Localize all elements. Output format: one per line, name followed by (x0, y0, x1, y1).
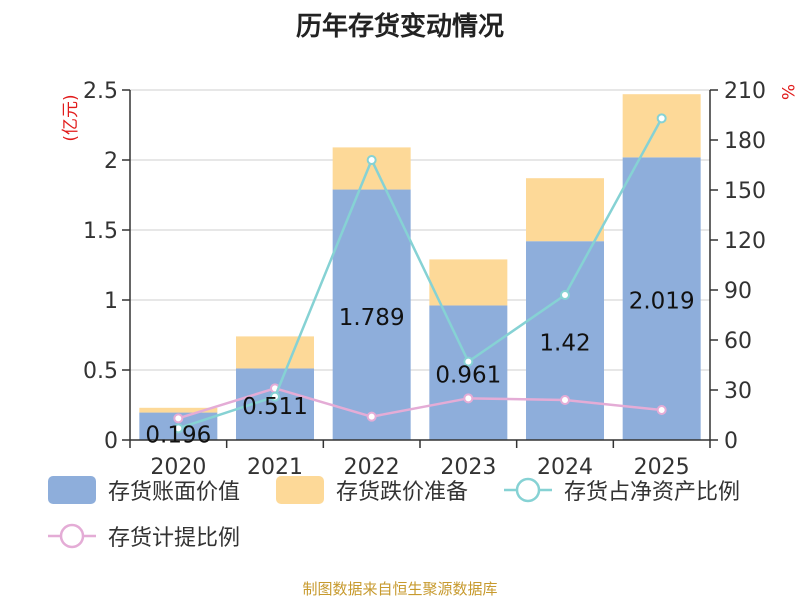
x-tick-label: 2022 (344, 455, 400, 480)
x-tick-label: 2023 (440, 455, 496, 480)
bar-impairment (622, 94, 701, 158)
x-tick-label: 2020 (150, 455, 206, 480)
provision-ratio-point (463, 393, 474, 404)
right-tick-label: 90 (724, 279, 752, 304)
left-axis-unit: (亿元) (61, 94, 81, 141)
data-label: 0.961 (435, 363, 501, 389)
bar-book-value (526, 241, 604, 440)
x-tick-label: 2021 (247, 455, 303, 480)
chart-title: 历年存货变动情况 (295, 12, 504, 42)
provision-ratio-point (560, 395, 570, 405)
legend-item-provision-ratio[interactable]: 存货计提比例 (48, 520, 240, 552)
legend-label-book-value: 存货账面价值 (108, 480, 241, 505)
legend-label-ratio-net-assets: 存货占净资产比例 (564, 480, 741, 505)
right-tick-label: 60 (724, 329, 752, 354)
bar-book-value (429, 305, 508, 440)
bar-impairment (526, 178, 604, 242)
provision-ratio-point (366, 411, 377, 422)
ratio-net-assets-point (366, 155, 377, 165)
legend-swatch-book-value (48, 476, 96, 504)
bar-impairment (429, 259, 508, 306)
data-label: 1.789 (339, 305, 405, 331)
legend-item-impairment[interactable]: 存货跌价准备 (276, 474, 468, 506)
ratio-net-assets-point (270, 391, 280, 402)
x-tick-label: 2025 (634, 455, 690, 480)
left-tick-label: 2 (104, 149, 118, 174)
ratio-net-assets-line (177, 117, 663, 430)
right-tick-label: 120 (724, 229, 766, 254)
legend-label-provision-ratio: 存货计提比例 (108, 526, 241, 551)
provision-ratio-line (177, 387, 662, 420)
legend-swatch-ratio-net-assets (504, 477, 552, 503)
bar-book-value (622, 157, 701, 440)
ratio-net-assets-point (463, 356, 474, 367)
right-tick-label: 180 (724, 129, 766, 154)
left-tick-label: 1 (104, 289, 118, 314)
legend-label-impairment: 存货跌价准备 (336, 480, 469, 505)
legend-swatch-provision-ratio (48, 523, 96, 549)
right-tick-label: 210 (724, 79, 766, 104)
provision-ratio-point (173, 413, 184, 424)
legend-swatch-impairment (276, 476, 324, 504)
data-label: 0.511 (242, 394, 308, 420)
data-label: 1.42 (539, 331, 590, 357)
left-tick-label: 1.5 (83, 219, 118, 244)
right-tick-label: 150 (724, 179, 766, 204)
bar-impairment (236, 336, 314, 369)
right-tick-label: 0 (724, 429, 738, 454)
data-label: 2.019 (629, 289, 695, 315)
legend-item-book-value[interactable]: 存货账面价值 (48, 474, 240, 506)
provision-ratio-point (656, 405, 667, 415)
ratio-net-assets-point (560, 290, 570, 300)
bar-impairment (332, 147, 411, 190)
left-tick-label: 2.5 (83, 79, 118, 104)
x-tick-label: 2024 (537, 455, 593, 480)
data-label: 0.196 (145, 422, 211, 448)
bar-book-value (332, 189, 411, 440)
bar-impairment (139, 407, 218, 413)
ratio-net-assets-point (173, 423, 184, 434)
left-tick-label: 0.5 (83, 359, 118, 384)
left-tick-label: 0 (104, 429, 118, 454)
legend-item-ratio-net-assets[interactable]: 存货占净资产比例 (504, 474, 740, 506)
ratio-net-assets-point (656, 113, 667, 124)
source-note: 制图数据来自恒生聚源数据库 (302, 580, 498, 598)
right-tick-label: 30 (724, 379, 752, 404)
right-axis-unit: % (777, 84, 797, 100)
